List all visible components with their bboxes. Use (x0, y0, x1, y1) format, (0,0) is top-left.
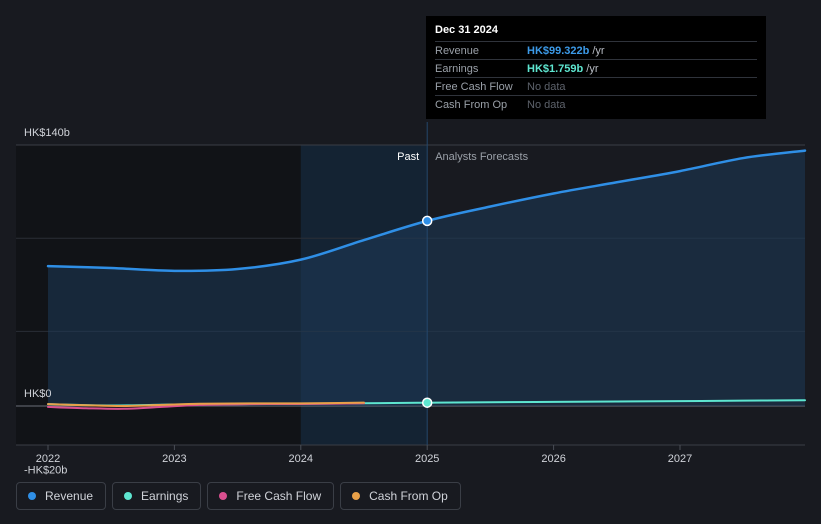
tooltip-row-earnings: Earnings HK$1.759b /yr (435, 60, 757, 78)
tooltip-label: Earnings (435, 62, 479, 75)
x-axis-labels: 2022 2023 2024 2025 2026 2027 (36, 445, 692, 465)
y-axis-labels: HK$140b HK$0 -HK$20b (24, 127, 70, 476)
y-tick-label: HK$140b (24, 127, 70, 139)
x-tick-label: 2024 (289, 453, 313, 465)
legend-label: Earnings (141, 489, 189, 503)
revenue-dot-icon (28, 492, 36, 500)
legend-label: Revenue (45, 489, 94, 503)
past-label: Past (397, 151, 419, 163)
tooltip-unit: /yr (586, 62, 599, 75)
highlight-marker (421, 215, 433, 227)
series-areas (48, 150, 805, 406)
legend-item-free-cash-flow[interactable]: Free Cash Flow (207, 482, 335, 510)
legend-item-cash-from-op[interactable]: Cash From Op (340, 482, 461, 510)
x-tick-label: 2026 (541, 453, 565, 465)
highlight-marker (421, 397, 433, 408)
legend-item-revenue[interactable]: Revenue (16, 482, 107, 510)
series-line-cash-from-op (47, 401, 365, 408)
legend-label: Cash From Op (369, 489, 448, 503)
tooltip-label: Revenue (435, 44, 480, 57)
highlight-markers (421, 215, 433, 408)
x-tick-label: 2023 (162, 453, 186, 465)
tooltip-value: HK$99.322b (527, 44, 590, 57)
tooltip-row-free-cash-flow: Free Cash Flow No data (435, 78, 757, 96)
legend-item-earnings[interactable]: Earnings (112, 482, 202, 510)
earnings-dot-icon (124, 492, 133, 500)
tooltip-label: Cash From Op (435, 98, 508, 111)
tooltip: Dec 31 2024 Revenue HK$99.322b /yr Earni… (426, 16, 766, 119)
revenue-area (48, 150, 805, 406)
tooltip-unit: /yr (592, 44, 605, 57)
cash-from-op-dot-icon (352, 492, 361, 500)
tooltip-value: HK$1.759b (527, 62, 584, 75)
tooltip-date: Dec 31 2024 (435, 24, 757, 42)
forecast-label: Analysts Forecasts (435, 151, 528, 163)
legend: Revenue Earnings Free Cash Flow Cash Fro… (16, 482, 461, 510)
x-tick-label: 2022 (36, 453, 60, 465)
tooltip-row-cash-from-op: Cash From Op No data (435, 96, 757, 113)
tooltip-row-revenue: Revenue HK$99.322b /yr (435, 42, 757, 60)
y-tick-label: HK$0 (24, 388, 52, 400)
tooltip-label: Free Cash Flow (435, 80, 513, 93)
y-tick-label: -HK$20b (24, 464, 67, 476)
tooltip-value: No data (527, 80, 566, 93)
tooltip-value: No data (527, 98, 566, 111)
legend-label: Free Cash Flow (236, 489, 322, 503)
x-tick-label: 2027 (668, 453, 692, 465)
x-tick-label: 2025 (415, 453, 439, 465)
free-cash-flow-dot-icon (219, 492, 228, 500)
